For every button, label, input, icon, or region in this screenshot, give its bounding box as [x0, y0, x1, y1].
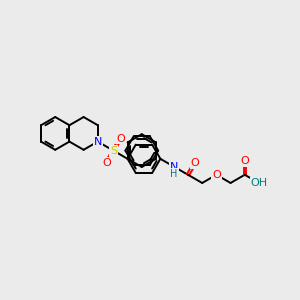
Text: O: O	[190, 158, 200, 168]
Text: S: S	[110, 146, 117, 156]
Text: H: H	[170, 169, 178, 178]
Text: N: N	[94, 136, 102, 147]
Text: N: N	[169, 162, 178, 172]
Text: O: O	[240, 156, 249, 166]
Text: O: O	[212, 170, 221, 180]
Text: O: O	[102, 158, 111, 168]
Text: OH: OH	[250, 178, 268, 188]
Text: O: O	[116, 134, 125, 144]
